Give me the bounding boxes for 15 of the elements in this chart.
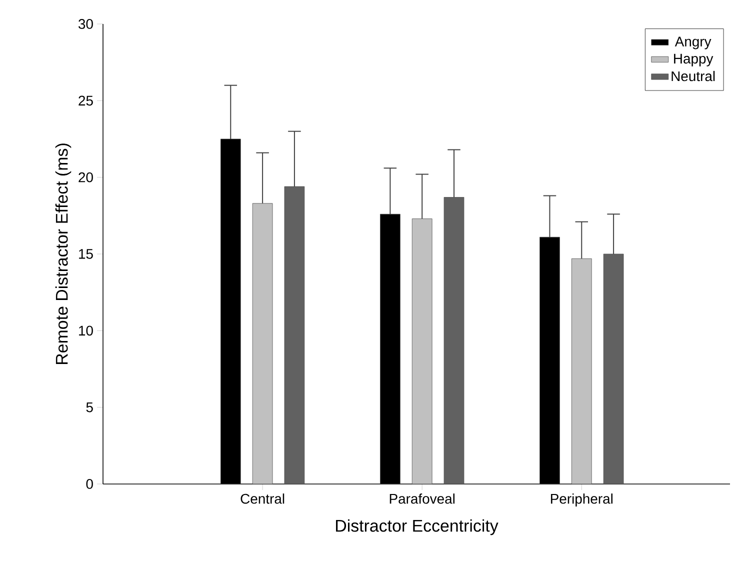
y-tick-label: 30	[78, 19, 93, 29]
x-axis-title: Distractor Eccentricity	[336, 519, 498, 536]
x-tick-label: Parafoveal	[390, 494, 454, 504]
y-tick-label: 0	[86, 479, 93, 489]
y-tick-label: 10	[79, 326, 93, 336]
legend-label: Happy	[674, 54, 714, 66]
y-tick-label: 25	[78, 96, 93, 106]
legend-label: Angry	[674, 36, 712, 50]
x-tick-label: Peripheral	[550, 494, 612, 507]
y-tick-label: 5	[86, 402, 93, 412]
y-tick-label: 15	[79, 249, 93, 259]
y-axis-title: Remote Distractor Effect (ms)	[55, 144, 72, 364]
y-tick-label: 20	[78, 172, 93, 182]
x-tick-label: Central	[240, 494, 284, 504]
legend-label: Neutral	[672, 70, 715, 82]
